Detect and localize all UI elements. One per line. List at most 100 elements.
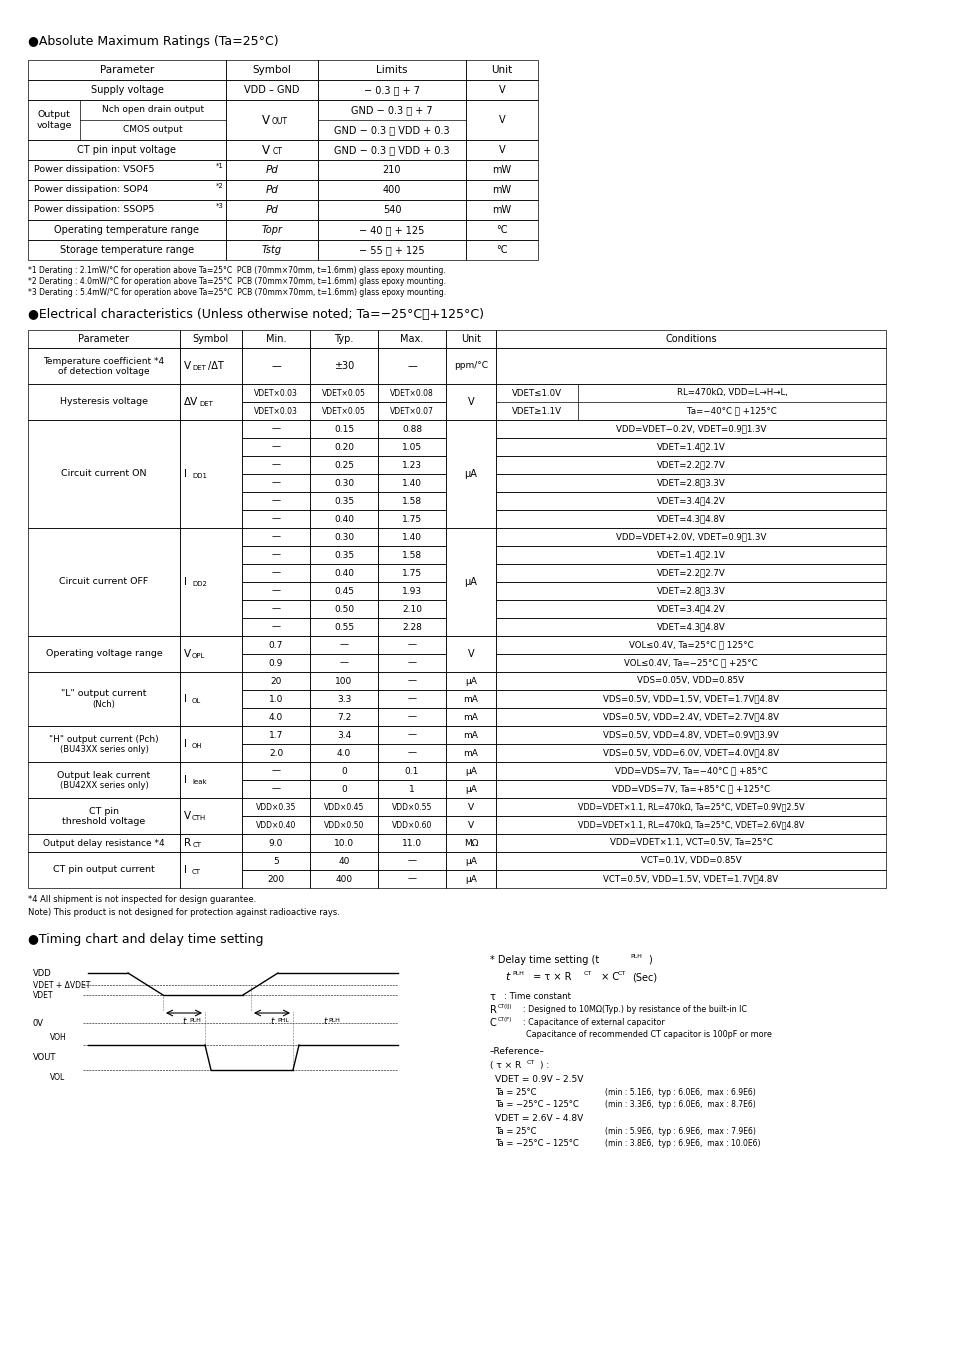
Text: 0.20: 0.20 (334, 443, 354, 451)
Text: *3: *3 (215, 203, 224, 209)
Text: GND − 0.3 ～ VDD + 0.3: GND − 0.3 ～ VDD + 0.3 (334, 126, 450, 135)
Text: Power dissipation: VSOF5: Power dissipation: VSOF5 (34, 166, 154, 174)
Bar (496, 349, 885, 384)
Text: GND − 0.3 ～ VDD + 0.3: GND − 0.3 ～ VDD + 0.3 (334, 145, 450, 155)
Text: 1.40: 1.40 (401, 532, 421, 542)
Text: μA: μA (464, 577, 476, 586)
Text: 3.4: 3.4 (336, 731, 351, 739)
Text: Output delay resistance *4: Output delay resistance *4 (43, 839, 165, 847)
Bar (28, 330, 180, 349)
Text: DD1: DD1 (192, 473, 207, 480)
Bar (242, 403, 310, 420)
Text: —: — (407, 658, 416, 667)
Bar (310, 563, 377, 582)
Text: DD2: DD2 (192, 581, 207, 586)
Bar (226, 159, 317, 180)
Text: —: — (272, 785, 280, 793)
Text: ) :: ) : (539, 1061, 549, 1070)
Text: Note) This product is not designed for protection against radioactive rays.: Note) This product is not designed for p… (28, 908, 339, 917)
Bar (242, 438, 310, 457)
Text: mW: mW (492, 185, 511, 195)
Bar (377, 563, 446, 582)
Text: mA: mA (463, 712, 478, 721)
Text: (min : 3.3E6,  typ : 6.0E6,  max : 8.7E6): (min : 3.3E6, typ : 6.0E6, max : 8.7E6) (604, 1100, 755, 1109)
Text: CT: CT (192, 869, 201, 875)
Text: VDET=4.3～4.8V: VDET=4.3～4.8V (656, 623, 724, 631)
Text: t: t (504, 971, 509, 982)
Text: mA: mA (463, 694, 478, 704)
Text: —: — (339, 658, 348, 667)
Bar (28, 834, 180, 852)
Bar (446, 384, 496, 420)
Text: —: — (407, 640, 416, 650)
Bar (226, 59, 317, 80)
Bar (377, 798, 446, 816)
Bar (446, 780, 496, 798)
Bar (310, 582, 377, 600)
Text: V: V (184, 648, 191, 659)
Bar (28, 80, 226, 100)
Text: Symbol: Symbol (253, 65, 291, 76)
Text: Ta = −25°C – 125°C: Ta = −25°C – 125°C (495, 1139, 578, 1148)
Bar (310, 528, 377, 546)
Text: VDS=0.5V, VDD=2.4V, VDET=2.7V～4.8V: VDS=0.5V, VDD=2.4V, VDET=2.7V～4.8V (602, 712, 779, 721)
Bar (180, 636, 242, 671)
Text: 1.40: 1.40 (401, 478, 421, 488)
Bar (242, 330, 310, 349)
Bar (446, 744, 496, 762)
Text: Pd: Pd (265, 165, 278, 176)
Text: ●Timing chart and delay time setting: ●Timing chart and delay time setting (28, 934, 263, 947)
Bar (377, 762, 446, 780)
Bar (446, 420, 496, 528)
Bar (180, 330, 242, 349)
Text: μA: μA (464, 677, 476, 685)
Text: V: V (468, 802, 474, 812)
Text: ppm/°C: ppm/°C (454, 362, 488, 370)
Text: R: R (490, 1005, 497, 1015)
Text: mA: mA (463, 731, 478, 739)
Text: PLH: PLH (189, 1019, 201, 1023)
Bar (446, 870, 496, 888)
Text: 200: 200 (267, 874, 284, 884)
Text: CT: CT (526, 1061, 535, 1065)
Text: (min : 5.9E6,  typ : 6.9E6,  max : 7.9E6): (min : 5.9E6, typ : 6.9E6, max : 7.9E6) (604, 1127, 755, 1136)
Text: —: — (272, 586, 280, 596)
Text: VDET×0.05: VDET×0.05 (322, 407, 366, 416)
Text: OPL: OPL (192, 653, 205, 659)
Bar (28, 220, 226, 240)
Text: —: — (407, 677, 416, 685)
Text: Conditions: Conditions (664, 334, 716, 345)
Bar (310, 671, 377, 690)
Bar (28, 671, 180, 725)
Text: DET: DET (199, 401, 213, 407)
Bar (28, 762, 180, 798)
Text: "H" output current (Pch): "H" output current (Pch) (50, 735, 158, 743)
Bar (242, 834, 310, 852)
Bar (242, 457, 310, 474)
Bar (377, 457, 446, 474)
Text: − 55 ～ + 125: − 55 ～ + 125 (359, 245, 424, 255)
Text: PLH: PLH (328, 1019, 339, 1023)
Text: V: V (262, 143, 270, 157)
Text: °C: °C (496, 226, 507, 235)
Bar (28, 852, 180, 888)
Text: 4.0: 4.0 (336, 748, 351, 758)
Bar (377, 509, 446, 528)
Text: VDS=0.5V, VDD=4.8V, VDET=0.9V～3.9V: VDS=0.5V, VDD=4.8V, VDET=0.9V～3.9V (602, 731, 778, 739)
Bar (28, 349, 180, 384)
Bar (180, 528, 242, 636)
Bar (242, 762, 310, 780)
Text: VDD=VDET×1.1, RL=470kΩ, Ta=25°C, VDET=2.6V～4.8V: VDD=VDET×1.1, RL=470kΩ, Ta=25°C, VDET=2.… (578, 820, 803, 830)
Bar (242, 582, 310, 600)
Bar (310, 509, 377, 528)
Bar (242, 744, 310, 762)
Bar (377, 492, 446, 509)
Bar (465, 159, 537, 180)
Text: VDD=VDS=7V, Ta=−40°C ～ +85°C: VDD=VDS=7V, Ta=−40°C ～ +85°C (614, 766, 766, 775)
Text: VDD×0.45: VDD×0.45 (323, 802, 364, 812)
Text: *1 Derating : 2.1mW/°C for operation above Ta=25°C  PCB (70mm×70mm, t=1.6mm) gla: *1 Derating : 2.1mW/°C for operation abo… (28, 266, 445, 276)
Bar (242, 546, 310, 563)
Text: VDET×0.03: VDET×0.03 (253, 389, 297, 397)
Bar (310, 457, 377, 474)
Bar (377, 852, 446, 870)
